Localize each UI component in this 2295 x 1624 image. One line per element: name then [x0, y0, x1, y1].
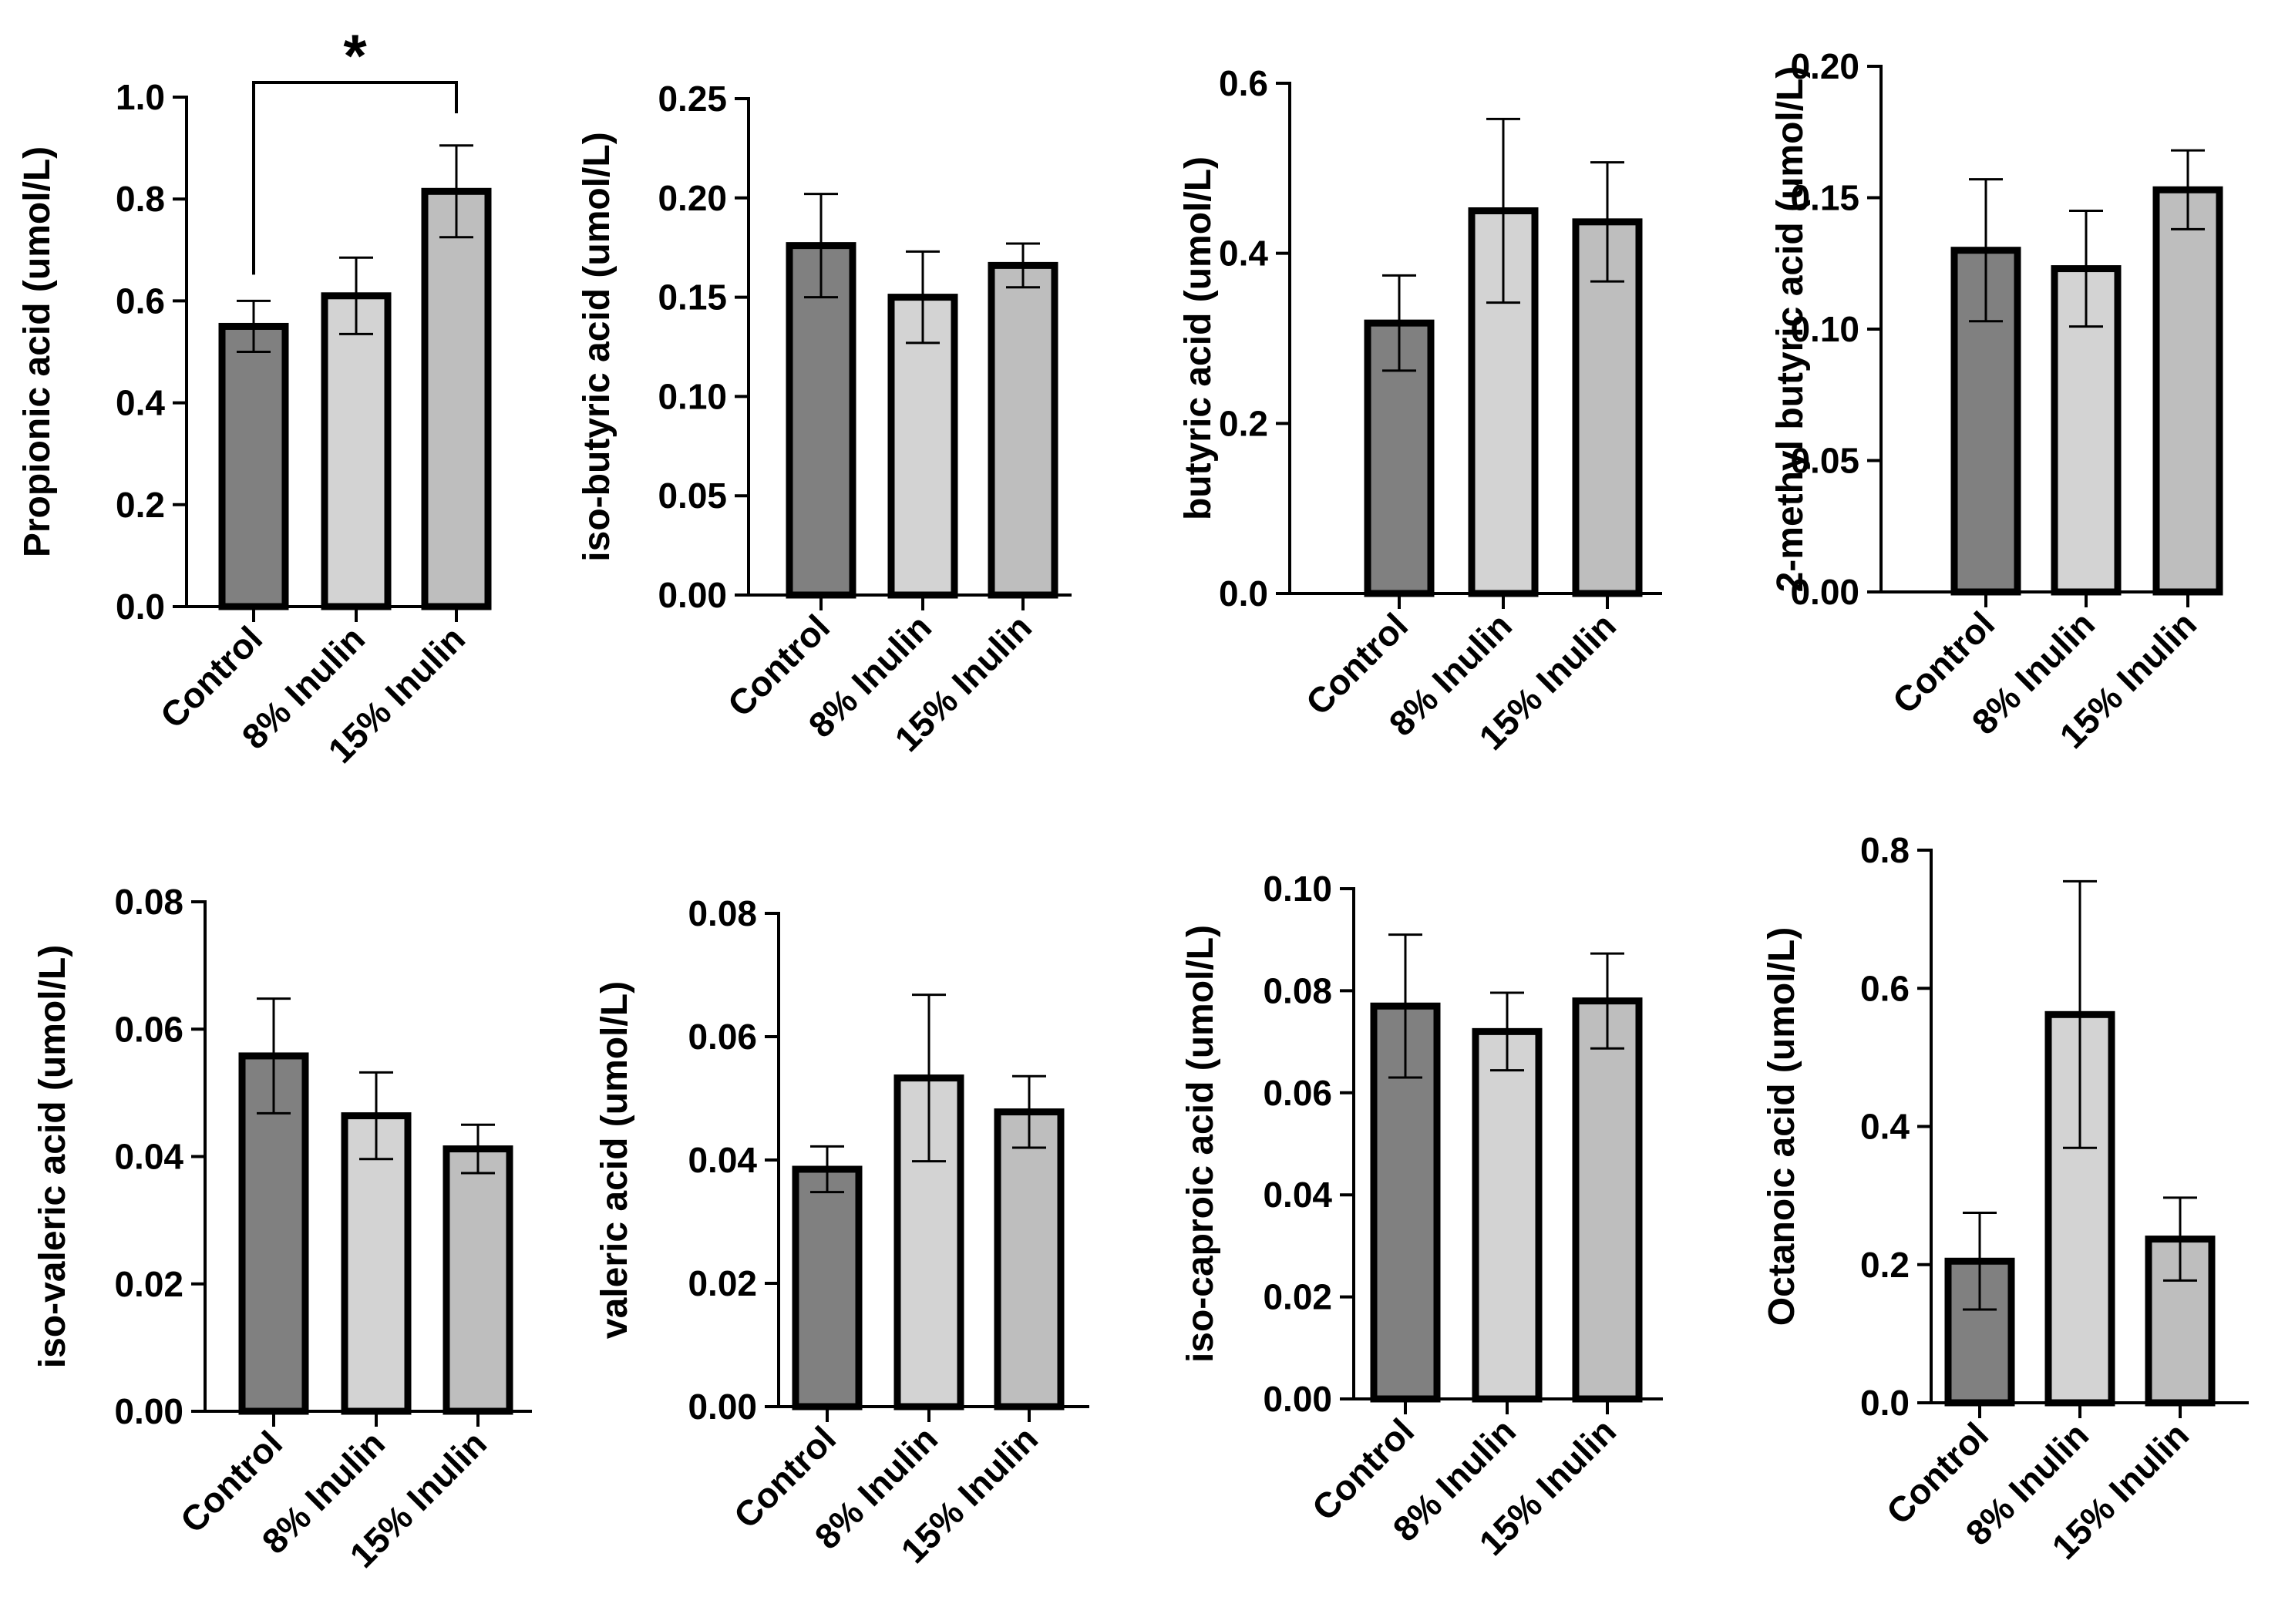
y-tick-label: 0.02 [688, 1263, 757, 1303]
y-tick-label: 0.0 [1860, 1383, 1910, 1423]
y-axis-title: iso-butyric acid (umol/L) [577, 132, 617, 561]
y-tick-label: 0.05 [658, 476, 727, 516]
bar-1 [796, 1169, 859, 1407]
bar-3 [991, 265, 1055, 595]
y-tick-label: 0.0 [116, 587, 165, 627]
y-tick-label: 0.08 [688, 893, 757, 933]
bar-3 [446, 1149, 510, 1411]
y-axis-title: Octanoic acid (umol/L) [1762, 927, 1802, 1326]
bar-3 [2156, 190, 2219, 592]
y-tick-label: 0.04 [688, 1140, 757, 1180]
y-axis-title: butyric acid (umol/L) [1178, 156, 1219, 520]
bar-2 [325, 296, 388, 607]
bar-3 [998, 1112, 1061, 1407]
y-tick-label: 0.04 [114, 1137, 183, 1177]
y-tick-label: 0.00 [114, 1391, 183, 1431]
y-tick-label: 0.2 [116, 485, 165, 525]
y-tick-label: 0.2 [1219, 403, 1268, 443]
bar-3 [425, 191, 488, 607]
y-tick-label: 0.02 [114, 1264, 183, 1304]
bar-3 [1576, 1001, 1639, 1399]
y-tick-label: 0.4 [1860, 1107, 1910, 1147]
y-tick-label: 0.4 [116, 383, 165, 423]
y-tick-label: 0.08 [1263, 970, 1332, 1010]
y-tick-label: 0.04 [1263, 1175, 1332, 1215]
figure-canvas: 0.00.20.40.60.81.0Control8% Inulin15% In… [0, 0, 2295, 1624]
y-tick-label: 0.06 [114, 1009, 183, 1049]
y-tick-label: 0.06 [688, 1017, 757, 1057]
y-tick-label: 0.2 [1860, 1245, 1910, 1285]
y-axis-title: 2-methyl butyric acid (umol/L) [1770, 66, 1811, 593]
y-axis-title: Propionic acid (umol/L) [17, 146, 58, 557]
y-tick-label: 0.4 [1219, 234, 1268, 274]
y-axis-title: valeric acid (umol/L) [594, 981, 635, 1339]
y-tick-label: 0.25 [658, 79, 727, 119]
y-tick-label: 0.02 [1263, 1277, 1332, 1317]
y-tick-label: 0.00 [688, 1387, 757, 1427]
y-tick-label: 0.6 [1860, 968, 1910, 1008]
y-tick-label: 0.6 [116, 281, 165, 321]
y-tick-label: 0.8 [1860, 830, 1910, 870]
y-tick-label: 0.06 [1263, 1073, 1332, 1113]
bar-2 [1476, 1031, 1539, 1399]
y-tick-label: 0.6 [1219, 63, 1268, 103]
y-tick-label: 0.08 [114, 882, 183, 922]
significance-star: * [343, 22, 367, 89]
y-tick-label: 0.10 [1263, 869, 1332, 909]
y-tick-label: 0.20 [658, 178, 727, 218]
y-axis-title: iso-valeric acid (umol/L) [32, 945, 73, 1368]
y-tick-label: 0.0 [1219, 573, 1268, 614]
y-tick-label: 0.00 [658, 575, 727, 615]
y-axis-title: iso-caproic acid (umol/L) [1180, 925, 1221, 1363]
y-tick-label: 1.0 [116, 77, 165, 117]
bar-1 [222, 326, 285, 607]
y-tick-label: 0.00 [1263, 1379, 1332, 1419]
y-tick-label: 0.8 [116, 179, 165, 219]
y-tick-label: 0.15 [658, 277, 727, 318]
y-tick-label: 0.10 [658, 376, 727, 416]
